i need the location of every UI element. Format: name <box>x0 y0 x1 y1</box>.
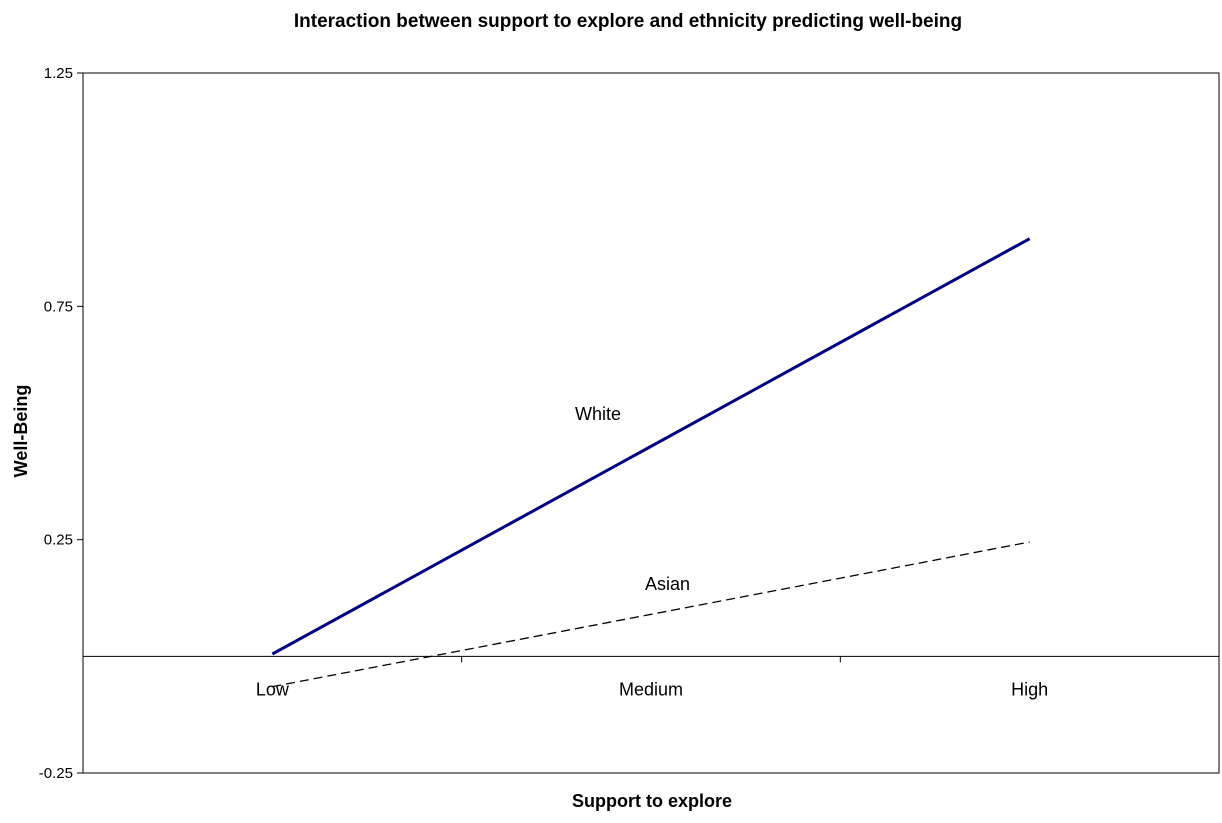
chart-title: Interaction between support to explore a… <box>294 11 962 32</box>
y-axis-ticks: -0.25 0.25 0.75 1.25 <box>39 65 83 782</box>
x-axis-label: Support to explore <box>572 791 732 811</box>
series-line-asian <box>272 541 1030 688</box>
x-tick-label: High <box>1011 679 1048 699</box>
y-axis-label: Well-Being <box>11 385 31 478</box>
y-tick-label: 0.25 <box>44 532 73 549</box>
series-group <box>271 237 1031 688</box>
x-axis: Low Medium High <box>83 655 1219 699</box>
plot-area <box>82 72 1220 774</box>
series-line-white <box>271 237 1031 656</box>
y-tick-label: 1.25 <box>44 65 73 82</box>
x-tick-label: Medium <box>619 679 683 699</box>
y-tick-label: -0.25 <box>39 765 73 782</box>
y-tick-label: 0.75 <box>44 298 73 315</box>
series-label-asian: Asian <box>645 574 690 594</box>
x-tick-label: Low <box>256 679 290 699</box>
series-label-white: White <box>575 404 621 424</box>
